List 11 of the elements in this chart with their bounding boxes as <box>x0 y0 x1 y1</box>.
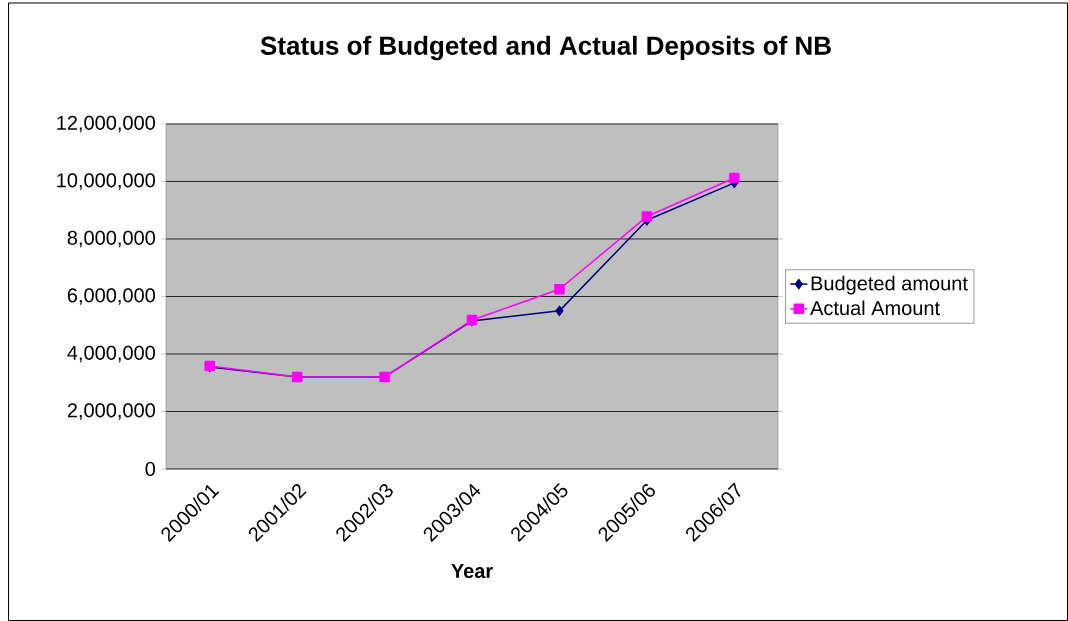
y-tick-label: 2,000,000 <box>67 403 156 420</box>
y-tick-label: 0 <box>145 461 156 477</box>
legend-label: Budgeted amount <box>811 275 968 295</box>
y-tick-label: 8,000,000 <box>67 230 156 248</box>
chart-title: Status of Budgeted and Actual Deposits of NB <box>260 35 831 61</box>
y-tick-label: 4,000,000 <box>67 345 156 363</box>
y-tick-label: 12,000,000 <box>57 115 156 133</box>
y-tick-label: 6,000,000 <box>67 288 156 305</box>
legend-label: Actual Amount <box>810 300 940 316</box>
y-tick-label: 10,000,000 <box>57 173 156 190</box>
x-axis-title: Year <box>451 564 493 579</box>
